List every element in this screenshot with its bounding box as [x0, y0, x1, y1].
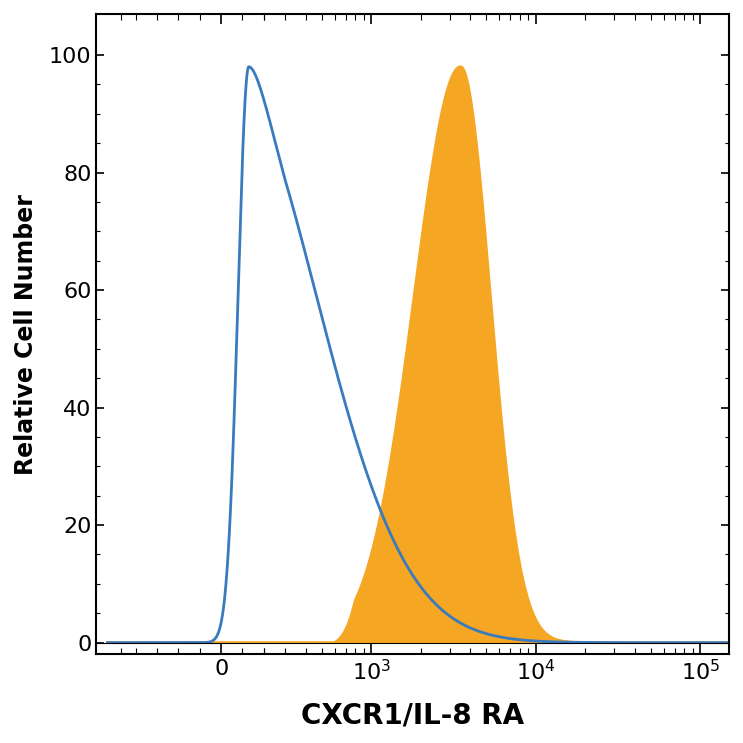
Y-axis label: Relative Cell Number: Relative Cell Number	[14, 194, 38, 475]
X-axis label: CXCR1/IL-8 RA: CXCR1/IL-8 RA	[301, 701, 525, 729]
